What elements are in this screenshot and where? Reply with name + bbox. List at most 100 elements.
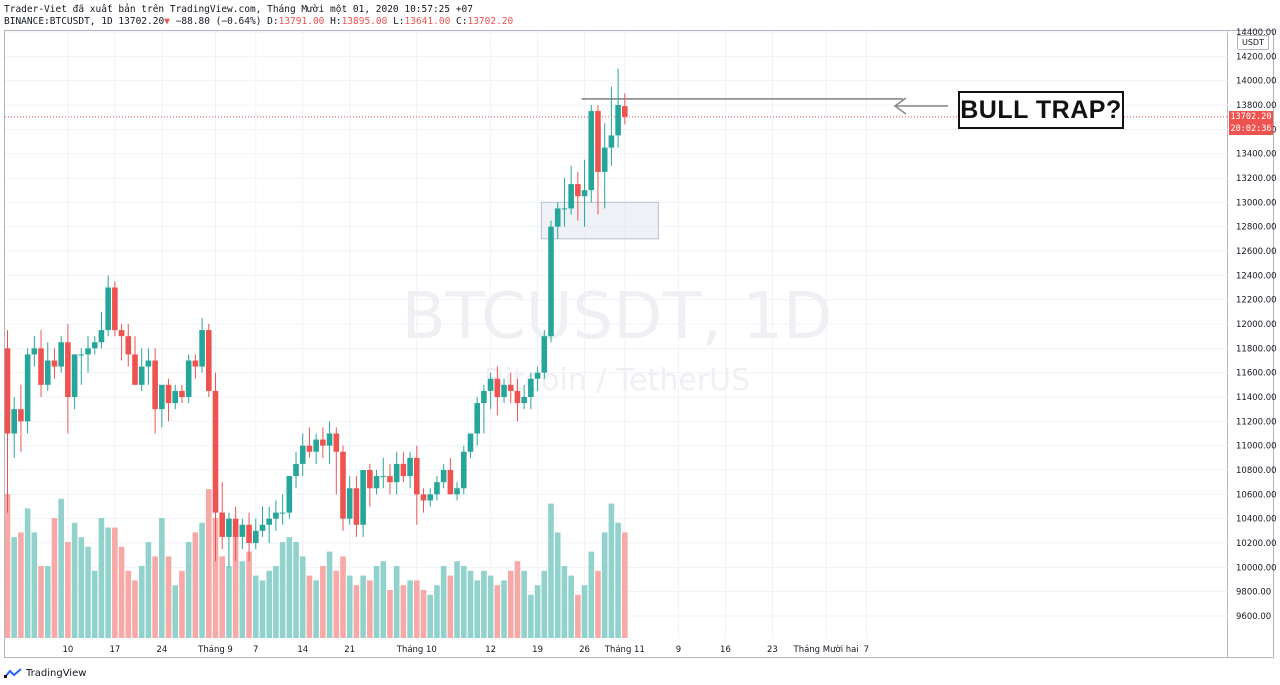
candle-body (588, 111, 595, 191)
volume-bar (159, 518, 165, 638)
down-arrow-icon: ▼ (164, 16, 170, 27)
candle-body (440, 470, 447, 483)
volume-bar (373, 566, 380, 638)
price-tick-label: 11600.00 (1236, 369, 1277, 379)
candle-body (91, 342, 98, 349)
candle-body (85, 348, 91, 355)
tradingview-footer[interactable]: TradingView (4, 666, 86, 680)
candle-body (273, 512, 279, 519)
chart-pane[interactable] (4, 30, 1228, 658)
candle-body (71, 354, 78, 397)
candle-body (105, 287, 111, 331)
candle-body (252, 530, 259, 543)
price-tick-label: 10200.00 (1236, 539, 1277, 549)
price-axis[interactable] (1228, 30, 1274, 658)
candle-body (414, 457, 420, 495)
candle-body (340, 451, 346, 519)
volume-bar (31, 532, 38, 638)
watermark-title: BTCUSDT, 1D (402, 280, 832, 354)
volume-bar (447, 575, 454, 638)
arrow-drawing (893, 97, 948, 115)
candle-body (172, 390, 179, 404)
volume-bar (588, 551, 595, 638)
volume-bar (561, 566, 568, 638)
volume-bar (360, 575, 366, 638)
candle-body (400, 463, 407, 477)
volume-bar (387, 590, 393, 638)
candle-body (595, 111, 601, 172)
time-ticks: 10 17 24 Tháng 9 7 14 21 Tháng 10 12 19 26 Tháng 11… (62, 644, 869, 655)
candle-body (427, 494, 434, 501)
volume-bar (367, 580, 373, 638)
volume-bar (568, 575, 574, 638)
price-tick-label: 10400.00 (1236, 515, 1277, 525)
candle-body (387, 476, 393, 483)
currency-unit-label[interactable]: USDT (1237, 35, 1269, 50)
candle-body (507, 384, 514, 391)
open-value: 13791.00 (278, 16, 325, 27)
candle-body (367, 470, 373, 489)
price-tick-label: 10600.00 (1236, 490, 1277, 500)
volume-bar (138, 566, 145, 638)
volume-bar (320, 566, 326, 638)
price-tick-label: 14400.00 (1236, 28, 1277, 38)
candle-body (360, 470, 366, 525)
countdown-tag: 20:02:36 (1229, 122, 1273, 135)
volume-bar (145, 542, 152, 638)
candle-body (615, 105, 621, 136)
candle-body (24, 354, 31, 422)
volume-bar (548, 503, 554, 638)
volume-bar (581, 585, 588, 638)
volume-bar (346, 575, 353, 638)
volume-bar (595, 570, 601, 638)
candle-body (380, 476, 387, 478)
change-value: −88.80 (−0.64%) (175, 16, 262, 27)
volume-bar (226, 566, 232, 638)
candle-body (494, 378, 501, 397)
volume-bar (18, 532, 24, 638)
candle-body (326, 433, 333, 446)
current-price-tag: 13702.20 (1229, 110, 1273, 123)
price-tick-label: 11000.00 (1236, 442, 1277, 452)
candle-body (132, 354, 138, 385)
price-tick-label: 13800.00 (1236, 101, 1277, 111)
volume-bar (206, 489, 212, 638)
candle-body (232, 518, 239, 537)
volume-bar (78, 537, 85, 638)
volume-bar (199, 522, 205, 638)
volume-bar (246, 551, 252, 638)
candle-body (487, 378, 494, 391)
candle-body (346, 488, 353, 519)
time-tick-label: 7 (253, 645, 258, 655)
volume-bars (4, 489, 628, 638)
volume-bar (541, 570, 548, 638)
candle-body (299, 445, 306, 464)
price-tick-label: 12400.00 (1236, 271, 1277, 281)
candle-body (460, 451, 467, 489)
candle-body (286, 476, 293, 513)
price-tick-label: 11400.00 (1236, 393, 1277, 403)
volume-bar (24, 508, 31, 638)
volume-bar (353, 585, 360, 638)
candle-body (608, 135, 615, 148)
candle-body (279, 512, 286, 514)
candle-body (554, 208, 561, 227)
tradingview-brand: TradingView (26, 667, 87, 679)
volume-bar (273, 566, 279, 638)
candle-body (212, 390, 219, 513)
time-tick-label: 21 (344, 645, 355, 655)
price-tick-label: 11200.00 (1236, 417, 1277, 427)
time-tick-label: 26 (579, 645, 590, 655)
candle-body (393, 463, 400, 483)
candle-body (548, 226, 554, 337)
candle-body (192, 360, 199, 367)
candle-body (31, 348, 38, 355)
volume-bar (494, 585, 501, 638)
candle-body (219, 512, 226, 537)
volume-bar (132, 580, 138, 638)
candle-body (239, 524, 246, 537)
price-tick-label: 13200.00 (1236, 174, 1277, 184)
price-tick-label: 13000.00 (1236, 198, 1277, 208)
volume-bar (460, 566, 467, 638)
